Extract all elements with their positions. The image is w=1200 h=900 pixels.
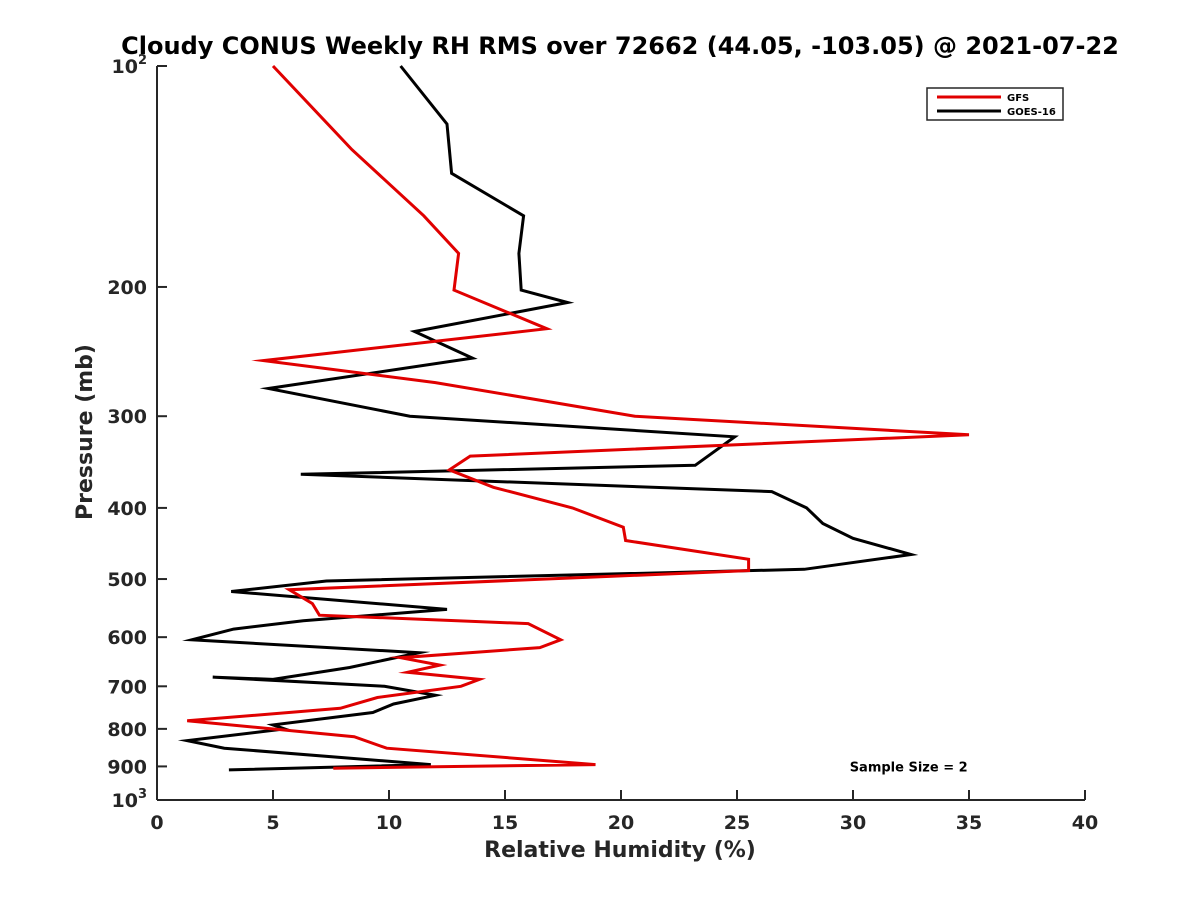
y-tick-label: 900	[107, 756, 147, 778]
y-axis-label: Pressure (mb)	[73, 344, 98, 520]
legend: GFS GOES-16	[926, 87, 1064, 121]
legend-label: GOES-16	[1007, 107, 1056, 118]
x-tick-label: 15	[492, 812, 518, 834]
series-line-gfs	[187, 64, 970, 770]
annotations: Sample Size = 2	[850, 760, 968, 775]
y-tick-label: 400	[107, 498, 147, 520]
chart-title: Cloudy CONUS Weekly RH RMS over 72662 (4…	[121, 32, 1119, 60]
x-tick-label: 0	[150, 812, 163, 834]
y-tick-label: 103	[112, 787, 148, 812]
x-tick-label: 40	[1072, 812, 1098, 834]
y-tick-label: 600	[107, 627, 147, 649]
x-tick-label: 25	[724, 812, 750, 834]
x-axis-ticks: 0 5 10 15 20 25 30 35 40	[150, 790, 1098, 834]
y-tick-label: 200	[107, 277, 147, 299]
y-tick-label: 700	[107, 676, 147, 698]
y-tick-label: 800	[107, 719, 147, 741]
x-axis-label: Relative Humidity (%)	[484, 838, 756, 863]
x-tick-label: 5	[266, 812, 279, 834]
sample-size-note: Sample Size = 2	[850, 760, 968, 775]
y-axis-ticks: 102 200 300 400 500 600 700 800 900 103	[107, 53, 167, 812]
series-line-goes-16	[177, 65, 919, 772]
series-layer	[177, 64, 970, 772]
legend-label: GFS	[1007, 93, 1029, 104]
y-tick-label: 500	[107, 569, 147, 591]
x-tick-label: 35	[956, 812, 982, 834]
y-tick-label: 102	[112, 53, 148, 78]
x-tick-label: 10	[376, 812, 402, 834]
x-tick-label: 20	[608, 812, 634, 834]
x-tick-label: 30	[840, 812, 866, 834]
legend-box	[926, 87, 1064, 121]
y-tick-label: 300	[107, 406, 147, 428]
